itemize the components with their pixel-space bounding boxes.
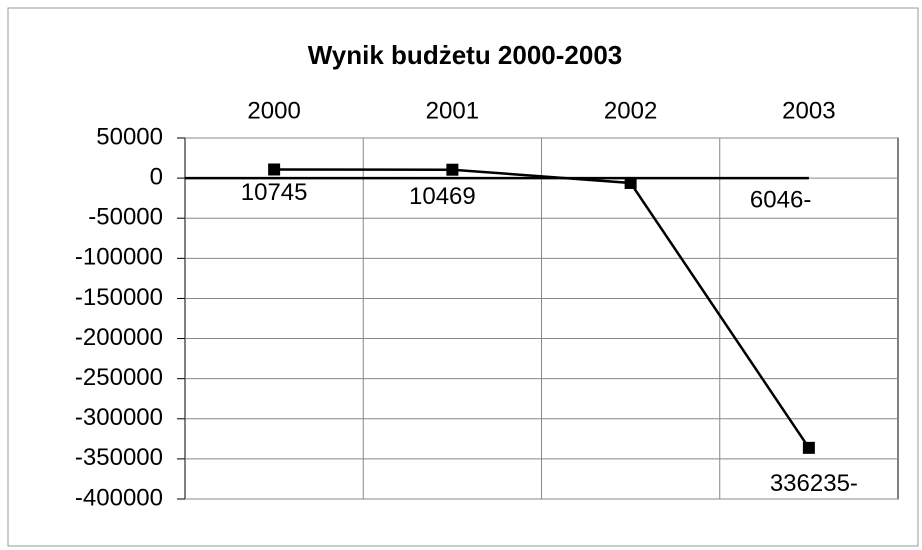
x-tick-label: 2003 [782, 97, 835, 124]
y-tick-label: -100000 [75, 244, 163, 271]
y-tick-label: -350000 [75, 444, 163, 471]
y-tick-label: 0 [150, 163, 163, 190]
y-tick-label: -250000 [75, 364, 163, 391]
y-tick-label: -50000 [88, 204, 163, 231]
marker [624, 176, 637, 189]
data-label: 10745 [241, 179, 308, 206]
data-label: 10469 [409, 183, 476, 210]
y-tick-label: 50000 [96, 123, 163, 150]
data-label: 336235- [770, 470, 858, 497]
y-tick-label: -200000 [75, 324, 163, 351]
chart-title: Wynik budżetu 2000-2003 [308, 40, 623, 70]
x-tick-label: 2000 [247, 97, 300, 124]
marker [268, 163, 281, 176]
x-tick-label: 2002 [604, 97, 657, 124]
marker [446, 163, 459, 176]
chart-border [7, 7, 919, 547]
line [274, 168, 810, 449]
y-tick-label: -300000 [75, 404, 163, 431]
x-tick-label: 2001 [426, 97, 479, 124]
y-tick-label: -150000 [75, 284, 163, 311]
marker [802, 441, 815, 454]
y-tick-label: -400000 [75, 484, 163, 511]
data-label: 6046- [750, 186, 811, 213]
